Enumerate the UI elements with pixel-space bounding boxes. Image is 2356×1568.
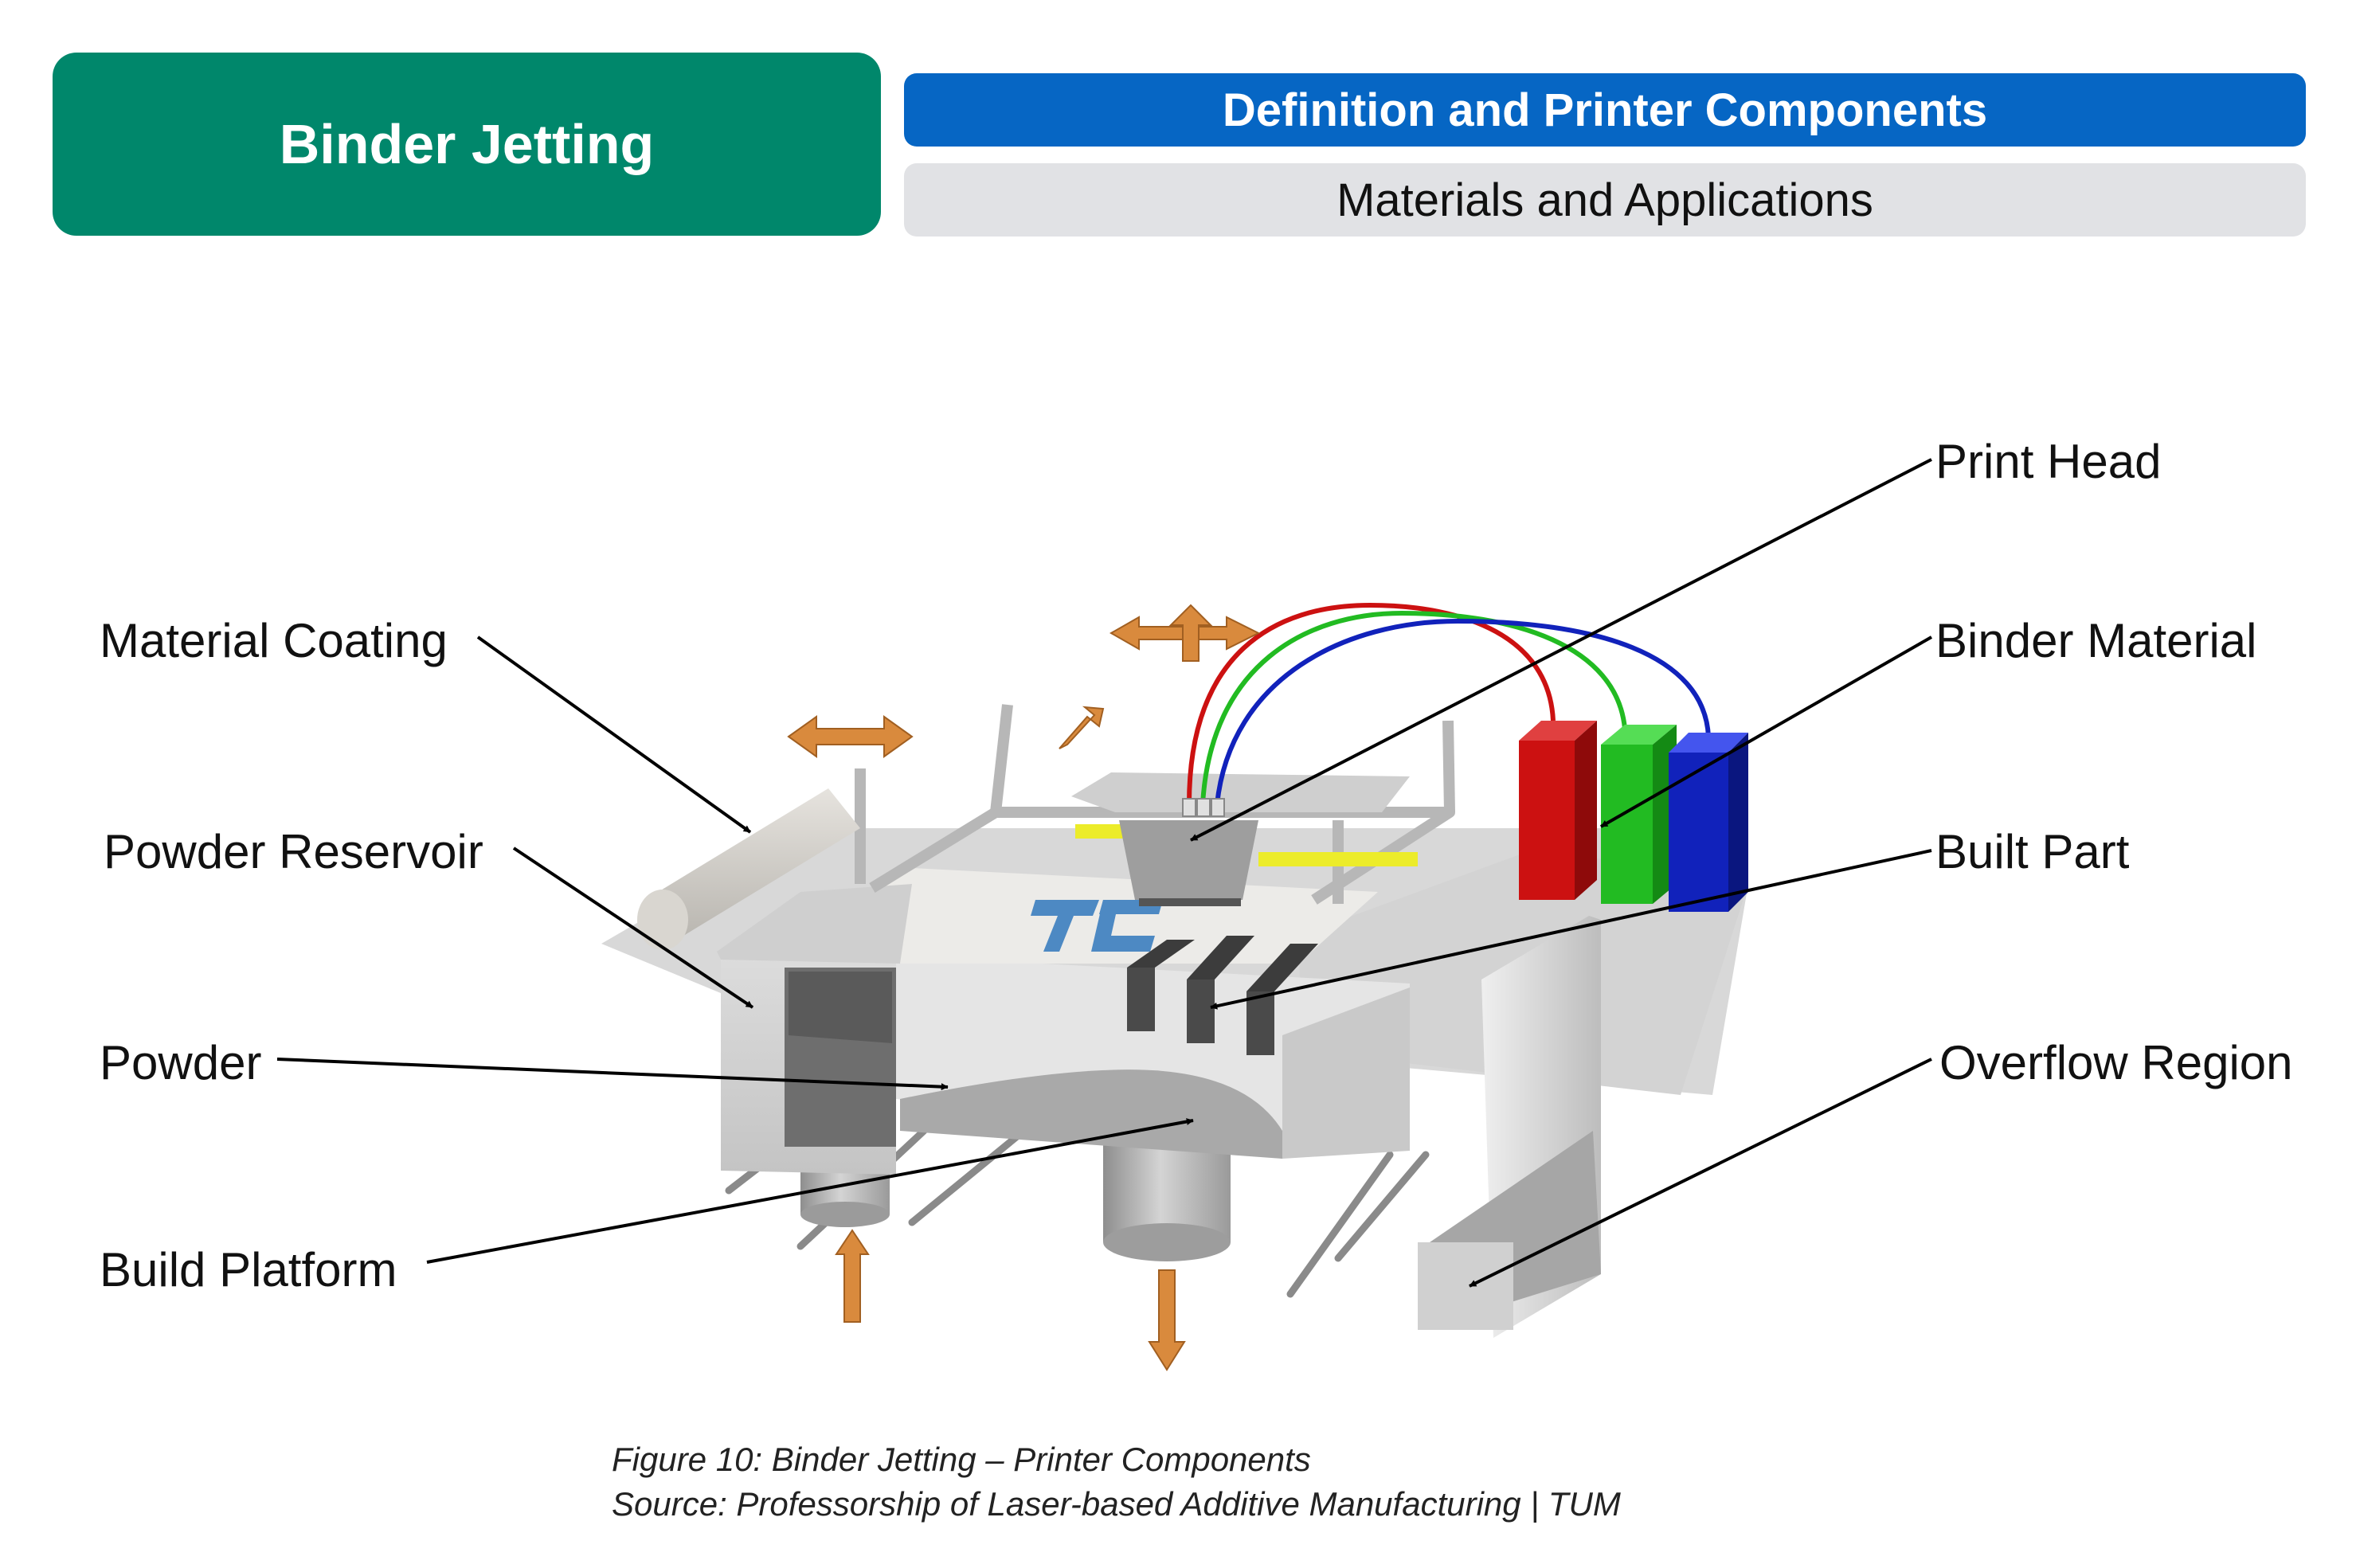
- leader-powder-reservoir: [512, 847, 754, 1009]
- leader-built-part: [1210, 849, 1932, 1010]
- label-powder-reservoir: Powder Reservoir: [104, 825, 483, 878]
- material-coating-roller: [637, 788, 860, 950]
- roller-motion-arrow: [787, 715, 914, 758]
- yellow-guide-rail-left: [1075, 824, 1123, 839]
- page-title: Binder Jetting: [53, 53, 881, 236]
- label-built-part: Built Part: [1935, 825, 2130, 878]
- tab-materials-and-applications[interactable]: Materials and Applications: [904, 163, 2306, 237]
- caption-figure-line: Figure 10: Binder Jetting – Printer Comp…: [612, 1441, 1311, 1478]
- reservoir-top: [717, 884, 912, 964]
- overflow-container: [1418, 916, 1601, 1338]
- build-platform-dish: [900, 1069, 1282, 1159]
- leader-overflow-region: [1469, 1058, 1932, 1288]
- build-box-right-wall: [1282, 987, 1410, 1159]
- leader-print-head: [1190, 458, 1932, 842]
- print-head-carriage: [1071, 772, 1410, 812]
- label-print-head: Print Head: [1935, 435, 2162, 488]
- figure-caption: Figure 10: Binder Jetting – Printer Comp…: [612, 1437, 1621, 1527]
- reservoir-up-arrow: [835, 1229, 870, 1323]
- print-nozzles: [1139, 898, 1241, 906]
- built-part: [1127, 936, 1318, 1055]
- caption-source-line: Source: Professorship of Laser-based Add…: [612, 1485, 1621, 1523]
- leader-lines: [276, 458, 1932, 1288]
- print-head: [1119, 820, 1258, 900]
- binder-containers: [1519, 721, 1748, 912]
- build-platform-down-arrow: [1148, 1269, 1186, 1371]
- motion-arrows: [787, 604, 1261, 1371]
- label-overflow-region: Overflow Region: [1939, 1036, 2293, 1089]
- leader-material-coating: [476, 635, 752, 834]
- yellow-guide-rail-right: [1258, 852, 1418, 866]
- tube-connectors: [1182, 798, 1225, 817]
- binder-tubes: [1187, 602, 1711, 805]
- print-head-depth-arrow: [1168, 604, 1213, 662]
- label-build-platform: Build Platform: [100, 1243, 397, 1296]
- leader-powder: [276, 1058, 949, 1091]
- label-binder-material: Binder Material: [1935, 614, 2257, 667]
- reservoir-inner-wall: [789, 972, 892, 1043]
- leader-build-platform: [426, 1118, 1194, 1264]
- label-material-coating: Material Coating: [100, 614, 448, 667]
- tab-definition-and-printer-components[interactable]: Definition and Printer Components: [904, 73, 2306, 147]
- label-powder: Powder: [100, 1036, 262, 1089]
- leader-binder-material: [1600, 635, 1932, 828]
- gantry-depth-arrow: [1059, 706, 1105, 749]
